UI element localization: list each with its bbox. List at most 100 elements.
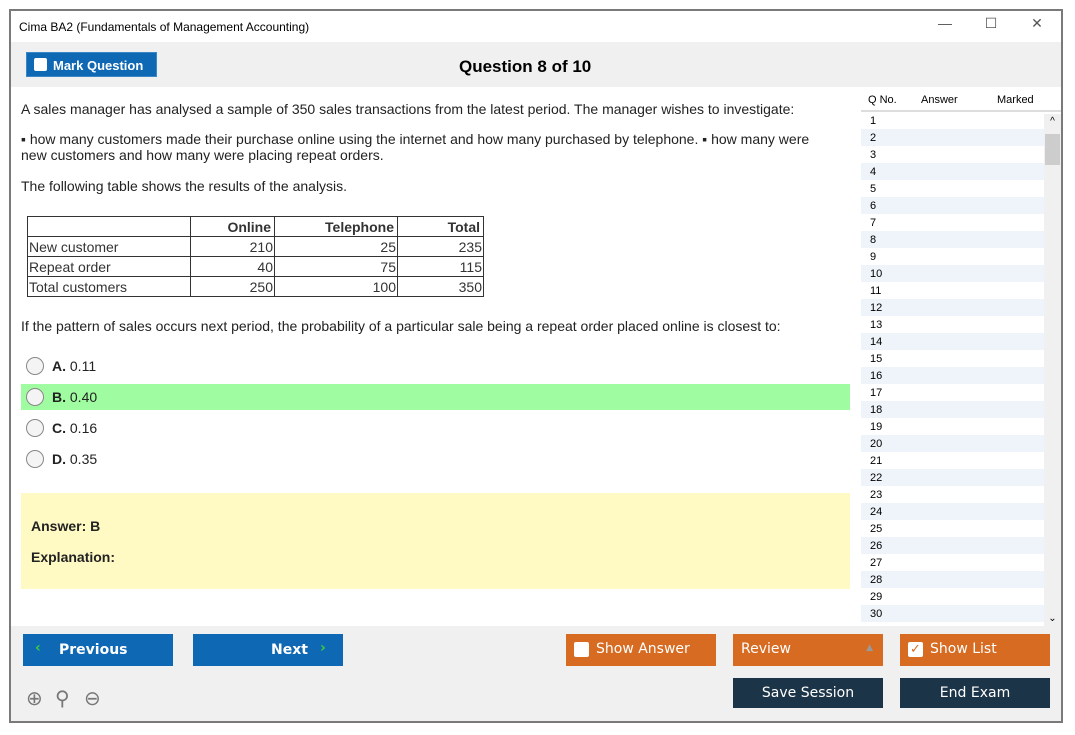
table-cell: 235 — [397, 236, 484, 257]
list-item[interactable]: 27 — [870, 557, 883, 569]
table-cell: 100 — [274, 276, 398, 297]
table-cell: 250 — [190, 276, 275, 297]
list-item[interactable]: 10 — [861, 265, 1044, 282]
review-label: Review — [741, 641, 791, 657]
list-item[interactable]: 9 — [870, 251, 877, 263]
next-button[interactable]: Next › — [193, 634, 343, 666]
list-item[interactable]: 6 — [861, 197, 1044, 214]
checkbox-icon — [34, 58, 47, 71]
option-letter: B. — [52, 389, 66, 405]
show-list-label: Show List — [930, 641, 997, 657]
list-item[interactable]: 14 — [861, 333, 1044, 350]
list-item[interactable]: 3 — [870, 149, 877, 161]
zoom-in-icon[interactable]: ⊕ — [26, 688, 43, 710]
table-header: Online — [190, 216, 275, 237]
mark-question-label: Mark Question — [53, 58, 144, 73]
table-cell: 75 — [274, 256, 398, 277]
end-exam-button[interactable]: End Exam — [900, 678, 1050, 708]
zoom-reset-icon[interactable]: ⚲ — [55, 688, 70, 710]
option-c[interactable]: C. 0.16 — [21, 415, 850, 441]
radio-button[interactable] — [26, 419, 44, 437]
list-item[interactable]: 16 — [861, 367, 1044, 384]
show-list-button[interactable]: ✓ Show List — [900, 634, 1050, 666]
list-item[interactable]: 13 — [870, 319, 883, 331]
list-item[interactable]: 15 — [870, 353, 883, 365]
table-row: New customer 210 25 235 — [27, 236, 484, 257]
option-b[interactable]: B. 0.40 — [21, 384, 850, 410]
list-item[interactable]: 24 — [861, 503, 1044, 520]
maximize-button[interactable]: ☐ — [984, 15, 998, 31]
show-answer-label: Show Answer — [596, 641, 690, 657]
list-item[interactable]: 28 — [861, 571, 1044, 588]
checkbox-icon — [574, 642, 589, 657]
list-item[interactable]: 21 — [870, 455, 883, 467]
list-item[interactable]: 4 — [861, 163, 1044, 180]
window-title: Cima BA2 (Fundamentals of Management Acc… — [19, 20, 310, 34]
list-item[interactable]: 12 — [861, 299, 1044, 316]
list-item[interactable]: 18 — [861, 401, 1044, 418]
list-item[interactable]: 7 — [870, 217, 877, 229]
table-cell: 115 — [397, 256, 484, 277]
table-header — [27, 216, 191, 237]
list-item[interactable]: 5 — [870, 183, 877, 195]
zoom-out-icon[interactable]: ⊖ — [84, 688, 101, 710]
close-button[interactable]: ✕ — [1031, 15, 1043, 31]
list-item[interactable]: 22 — [861, 469, 1044, 486]
table-header: Total — [397, 216, 484, 237]
question-bullets: ▪ how many customers made their purchase… — [21, 131, 810, 163]
list-item[interactable]: 2 — [861, 129, 1044, 146]
table-cell: 25 — [274, 236, 398, 257]
data-table: Online Telephone Total New customer 210 25 23… — [27, 216, 484, 297]
table-cell: 350 — [397, 276, 484, 297]
list-item[interactable]: 20 — [861, 435, 1044, 452]
radio-button[interactable] — [26, 357, 44, 375]
question-prompt: If the pattern of sales occurs next peri… — [21, 318, 781, 334]
list-header: Q No. Answer Marked — [861, 87, 1061, 112]
table-row: Repeat order 40 75 115 — [27, 256, 484, 277]
option-letter: D. — [52, 451, 66, 467]
question-pane: A sales manager has analysed a sample of… — [11, 87, 861, 626]
previous-button[interactable]: ‹ Previous — [23, 634, 173, 666]
radio-button[interactable] — [26, 388, 44, 406]
minimize-button[interactable]: — — [938, 15, 952, 31]
save-session-button[interactable]: Save Session — [733, 678, 883, 708]
scrollbar[interactable]: ^ ⌄ — [1044, 114, 1061, 626]
option-letter: C. — [52, 420, 66, 436]
option-letter: A. — [52, 358, 66, 374]
list-item[interactable]: 19 — [870, 421, 883, 433]
column-header: Q No. — [868, 94, 897, 106]
table-row: Total customers 250 100 350 — [27, 276, 484, 297]
option-text: 0.11 — [69, 358, 97, 374]
table-cell: 210 — [190, 236, 275, 257]
scroll-up-icon[interactable]: ^ — [1050, 116, 1055, 127]
list-item[interactable]: 11 — [870, 285, 882, 297]
list-item[interactable]: 1 — [870, 115, 877, 127]
option-text: 0.16 — [69, 420, 98, 436]
scroll-down-icon[interactable]: ⌄ — [1048, 613, 1057, 624]
table-cell: Repeat order — [27, 256, 191, 277]
radio-button[interactable] — [26, 450, 44, 468]
table-cell: New customer — [27, 236, 191, 257]
app-window: Cima BA2 (Fundamentals of Management Acc… — [9, 9, 1063, 723]
review-button[interactable]: Review ▲ — [733, 634, 883, 666]
question-list: Q No. Answer Marked 1 2 3 4 5 6 7 8 9 10 11 12 13 14 1… — [861, 87, 1061, 626]
list-item[interactable]: 26 — [861, 537, 1044, 554]
toolbar: Mark Question Question 8 of 10 — [11, 42, 1061, 87]
list-item[interactable]: 29 — [870, 591, 883, 603]
list-item[interactable]: 8 — [861, 231, 1044, 248]
option-d[interactable]: D. 0.35 — [21, 446, 850, 472]
previous-label: Previous — [59, 642, 128, 658]
caret-up-icon: ▲ — [866, 643, 873, 653]
question-title: Question 8 of 10 — [459, 57, 592, 76]
table-cell: 40 — [190, 256, 275, 277]
show-answer-button[interactable]: Show Answer — [566, 634, 716, 666]
table-cell: Total customers — [27, 276, 191, 297]
list-item[interactable]: 17 — [870, 387, 883, 399]
mark-question-button[interactable]: Mark Question — [26, 52, 157, 77]
column-header: Answer — [921, 94, 958, 106]
list-item[interactable]: 25 — [870, 523, 883, 535]
list-item[interactable]: 23 — [870, 489, 883, 501]
option-a[interactable]: A. 0.11 — [21, 353, 850, 379]
scrollbar-thumb[interactable] — [1045, 134, 1060, 165]
list-item[interactable]: 30 — [861, 605, 1044, 622]
